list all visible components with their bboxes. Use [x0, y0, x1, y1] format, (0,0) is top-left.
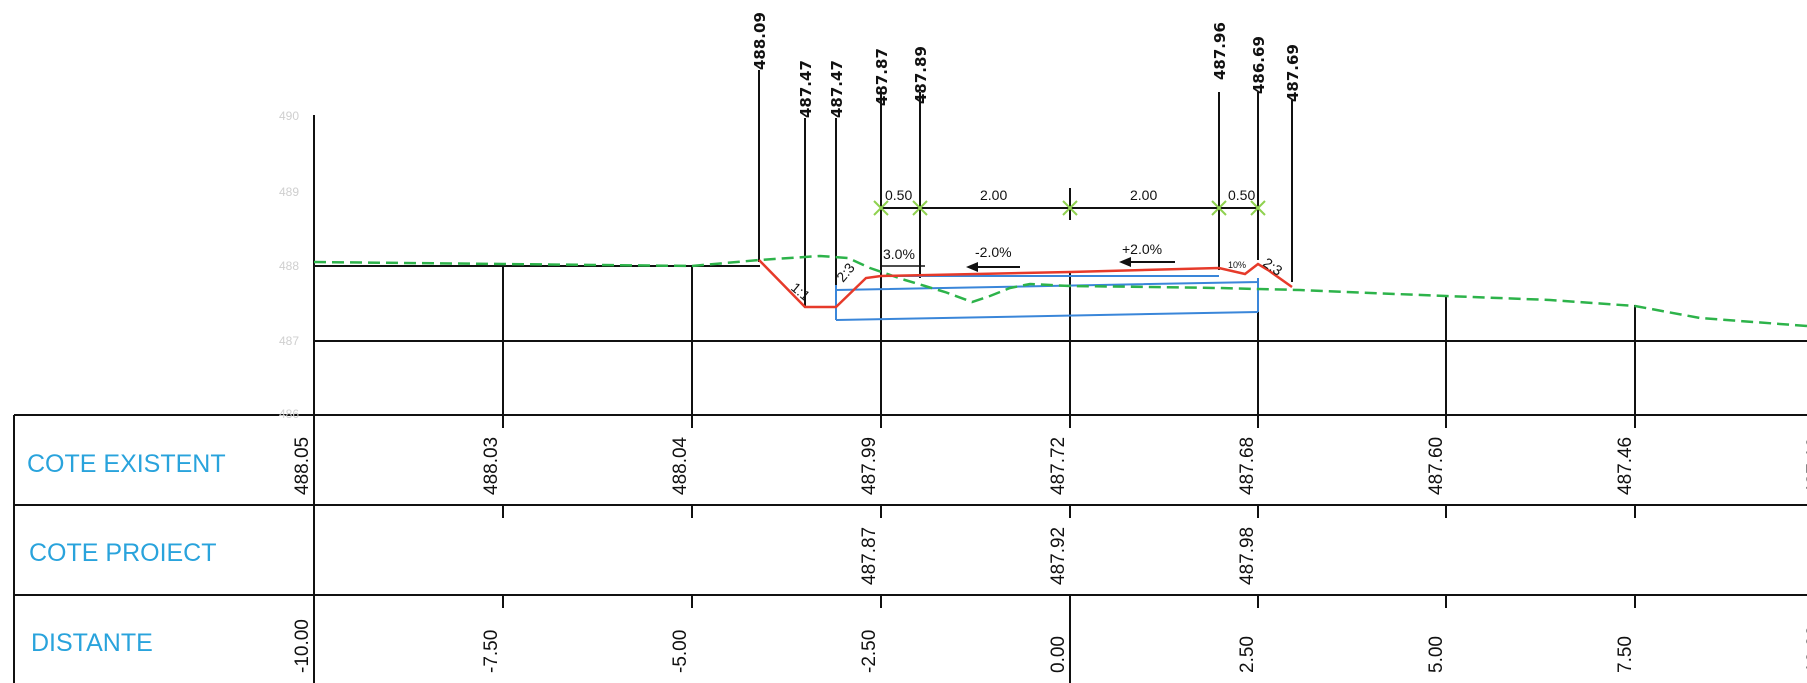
axis-label-488: 488	[279, 259, 299, 273]
x-mark	[873, 200, 889, 216]
slope-label: 10%	[1228, 260, 1246, 270]
elevation-label: 487.69	[1284, 44, 1302, 102]
elevation-label: 487.87	[873, 48, 891, 106]
slope-arrow-head	[1119, 257, 1131, 267]
cell-distance: -10.00	[292, 619, 313, 673]
layer-line	[835, 311, 1259, 321]
elevation-label: 487.47	[828, 60, 846, 118]
slope-label: 3.0%	[883, 246, 915, 262]
cell-distance: 5.00	[1426, 636, 1447, 673]
cell-existing: 488.03	[481, 437, 502, 495]
ratio-label: 2:3	[1260, 254, 1285, 278]
cell-existing: 487.19	[1804, 437, 1807, 495]
cell-existing: 487.72	[1048, 437, 1069, 495]
cell-project: 487.87	[859, 527, 880, 585]
slope-arrow-head	[966, 262, 978, 272]
table-row-labels: COTE EXISTENT COTE PROIECT DISTANTE	[27, 450, 226, 657]
axis-label-487: 487	[279, 334, 299, 348]
table-values: 488.05 -10.00 488.03 -7.50 488.04 -5.00 487.99…	[292, 436, 1807, 673]
axis-label-486: 486	[279, 407, 299, 421]
x-mark	[1211, 200, 1227, 216]
width-label: 2.00	[1130, 187, 1157, 203]
axis-labels: 490 489 488 487 486	[279, 109, 299, 421]
station-lines	[502, 266, 1636, 683]
row-label-project: COTE PROIECT	[29, 539, 217, 567]
cell-existing: 488.05	[292, 437, 313, 495]
ratio-label: 1:1	[788, 279, 813, 304]
elevation-label: 487.89	[912, 46, 930, 104]
cell-distance: 2.50	[1237, 636, 1258, 673]
cell-project: 487.92	[1048, 527, 1069, 585]
existing-terrain-line	[313, 254, 1807, 328]
x-mark	[1062, 200, 1078, 216]
elevation-label: 487.96	[1211, 22, 1229, 80]
profile-grid	[13, 115, 1807, 683]
cell-distance: 0.00	[1048, 636, 1069, 673]
axis-label-490: 490	[279, 109, 299, 123]
cell-existing: 487.60	[1426, 437, 1447, 495]
cell-existing: 488.04	[670, 436, 691, 495]
x-mark	[912, 200, 928, 216]
cell-existing: 487.68	[1237, 437, 1258, 495]
cell-existing: 487.99	[859, 437, 880, 495]
dimension-marks	[873, 200, 1266, 216]
cell-existing: 487.46	[1615, 437, 1636, 495]
x-mark	[1250, 200, 1266, 216]
cell-distance: -7.50	[481, 630, 502, 673]
elevation-label: 488.09	[751, 12, 769, 70]
cell-distance: -2.50	[859, 630, 880, 673]
pavement-layers	[835, 275, 1259, 321]
elevation-label: 487.47	[797, 60, 815, 118]
cell-distance: 10.00	[1804, 625, 1807, 673]
slope-label: +2.0%	[1122, 241, 1162, 257]
elevation-label: 486.69	[1250, 36, 1268, 94]
slope-label: -2.0%	[975, 244, 1012, 260]
width-label: 0.50	[1228, 187, 1255, 203]
row-label-distance: DISTANTE	[31, 629, 153, 657]
axis-label-489: 489	[279, 185, 299, 199]
cell-project: 487.98	[1237, 527, 1258, 585]
row-label-existing: COTE EXISTENT	[27, 450, 226, 478]
project-profile-line	[758, 259, 1293, 309]
elevation-labels: 488.09 487.47 487.47 487.87 487.89 487.9…	[751, 12, 1302, 118]
cell-distance: 7.50	[1615, 636, 1636, 673]
elevation-leaders	[758, 70, 1293, 320]
cell-distance: -5.00	[670, 630, 691, 673]
width-label: 0.50	[885, 187, 912, 203]
width-label: 2.00	[980, 187, 1007, 203]
